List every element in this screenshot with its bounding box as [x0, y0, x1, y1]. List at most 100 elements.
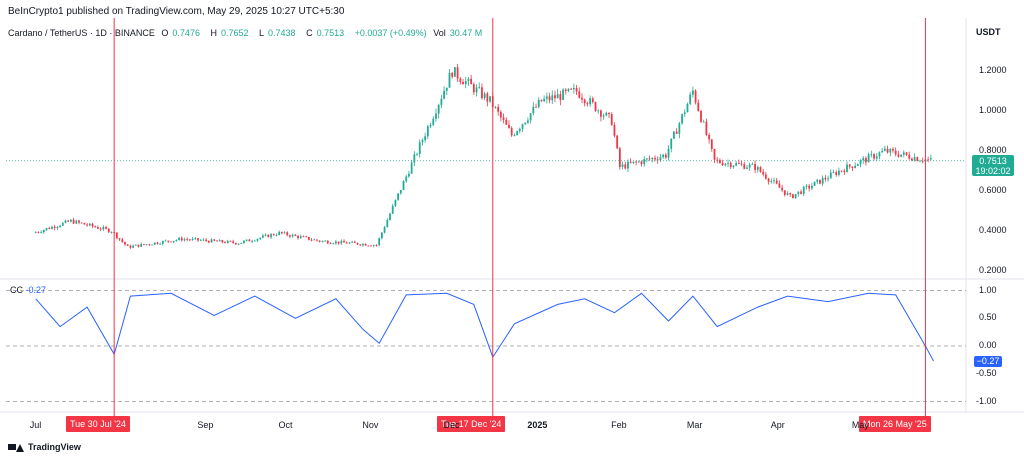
candle-body [702, 121, 705, 123]
candle-body [64, 220, 67, 223]
candle-body [118, 238, 121, 240]
candle-body [437, 104, 440, 114]
candle-body [551, 95, 554, 101]
candle-body [883, 148, 886, 151]
candle-body [372, 245, 375, 246]
currency-label[interactable]: USDT [976, 27, 1001, 37]
tradingview-footer[interactable]: TradingView [8, 441, 81, 453]
date-marker-2: Tue 17 Dec '24 [437, 416, 506, 432]
candle-body [775, 180, 778, 184]
candle-body [689, 94, 692, 104]
candle-body [616, 135, 619, 149]
high-value: 0.7652 [220, 28, 249, 38]
candle-body [748, 164, 751, 168]
candle-body [270, 234, 272, 238]
candle-body [705, 121, 708, 135]
cc-axis-tick: -0.50 [976, 367, 997, 378]
open-label: O [161, 28, 169, 38]
candle-body [540, 99, 543, 102]
candle-body [518, 128, 521, 132]
candle-body [97, 227, 99, 229]
candle-body [413, 154, 416, 163]
candle-body [781, 187, 784, 191]
candle-body [589, 98, 592, 105]
candle-body [86, 224, 89, 226]
candle-body [856, 164, 859, 166]
candle-body [343, 240, 345, 243]
candle-body [78, 220, 80, 223]
candle-body [345, 242, 348, 244]
low-value: 0.7438 [268, 28, 296, 38]
candle-body [786, 193, 789, 195]
cc-indicator-label[interactable]: CC -0.27 [10, 285, 46, 295]
candle-body [667, 148, 670, 158]
cc-axis-tick: -1.00 [976, 395, 997, 406]
candle-body [921, 160, 924, 162]
candle-body [656, 159, 659, 161]
candle-body [340, 240, 343, 244]
candle-body [335, 241, 337, 244]
candle-body [594, 102, 597, 111]
candle-body [743, 164, 746, 169]
candle-body [543, 98, 546, 102]
candle-body [440, 98, 443, 105]
candle-body [59, 225, 61, 227]
candle-body [178, 237, 180, 241]
tradingview-logo-icon [8, 441, 24, 453]
time-axis-tick: 2025 [527, 420, 548, 430]
candle-body [164, 240, 167, 242]
candle-body [886, 148, 889, 153]
candle-body [267, 234, 270, 238]
candle-body [824, 177, 827, 180]
volume-value: 30.47 M [449, 28, 483, 38]
candle-body [232, 241, 235, 243]
candle-body [170, 241, 172, 243]
candle-body [45, 228, 48, 230]
candle-body [673, 131, 675, 139]
candle-body [848, 164, 851, 167]
candle-body [356, 242, 359, 245]
candle-body [462, 81, 464, 85]
candle-body [115, 232, 118, 239]
candle-body [821, 177, 824, 184]
candle-body [529, 113, 532, 121]
candle-body [554, 95, 556, 99]
candle-body [329, 243, 332, 245]
candle-body [467, 78, 470, 81]
candle-body [535, 106, 537, 108]
symbol-name[interactable]: Cardano / TetherUS · 1D · BINANCE [8, 28, 155, 38]
cc-value-tag: −0.27 [974, 356, 1002, 367]
candle-body [348, 242, 351, 244]
candle-body [251, 240, 253, 242]
candle-body [321, 240, 324, 242]
candle-body [67, 220, 70, 222]
candle-body [499, 111, 502, 118]
candle-body [389, 213, 391, 221]
candle-body [746, 167, 748, 169]
candle-body [502, 117, 505, 120]
candle-body [183, 239, 186, 241]
candle-body [48, 228, 51, 229]
candle-body [202, 239, 205, 241]
candle-body [386, 220, 389, 228]
candle-body [697, 102, 700, 111]
candle-body [537, 99, 540, 108]
candle-body [353, 241, 356, 243]
candle-body [370, 245, 372, 247]
candle-body [161, 240, 164, 244]
candle-body [88, 223, 91, 226]
last-price-tag: 0.7513 19:02:02 [972, 155, 1014, 176]
candle-body [291, 234, 294, 237]
candle-body [600, 110, 602, 117]
candle-body [367, 245, 370, 247]
candle-body [597, 110, 600, 112]
candle-body [572, 87, 575, 90]
candle-body [602, 115, 605, 117]
candle-body [892, 148, 894, 151]
candle-body [581, 97, 583, 100]
candle-body [927, 159, 930, 161]
candle-body [681, 114, 683, 124]
candle-body [632, 161, 635, 163]
candle-body [145, 244, 148, 246]
